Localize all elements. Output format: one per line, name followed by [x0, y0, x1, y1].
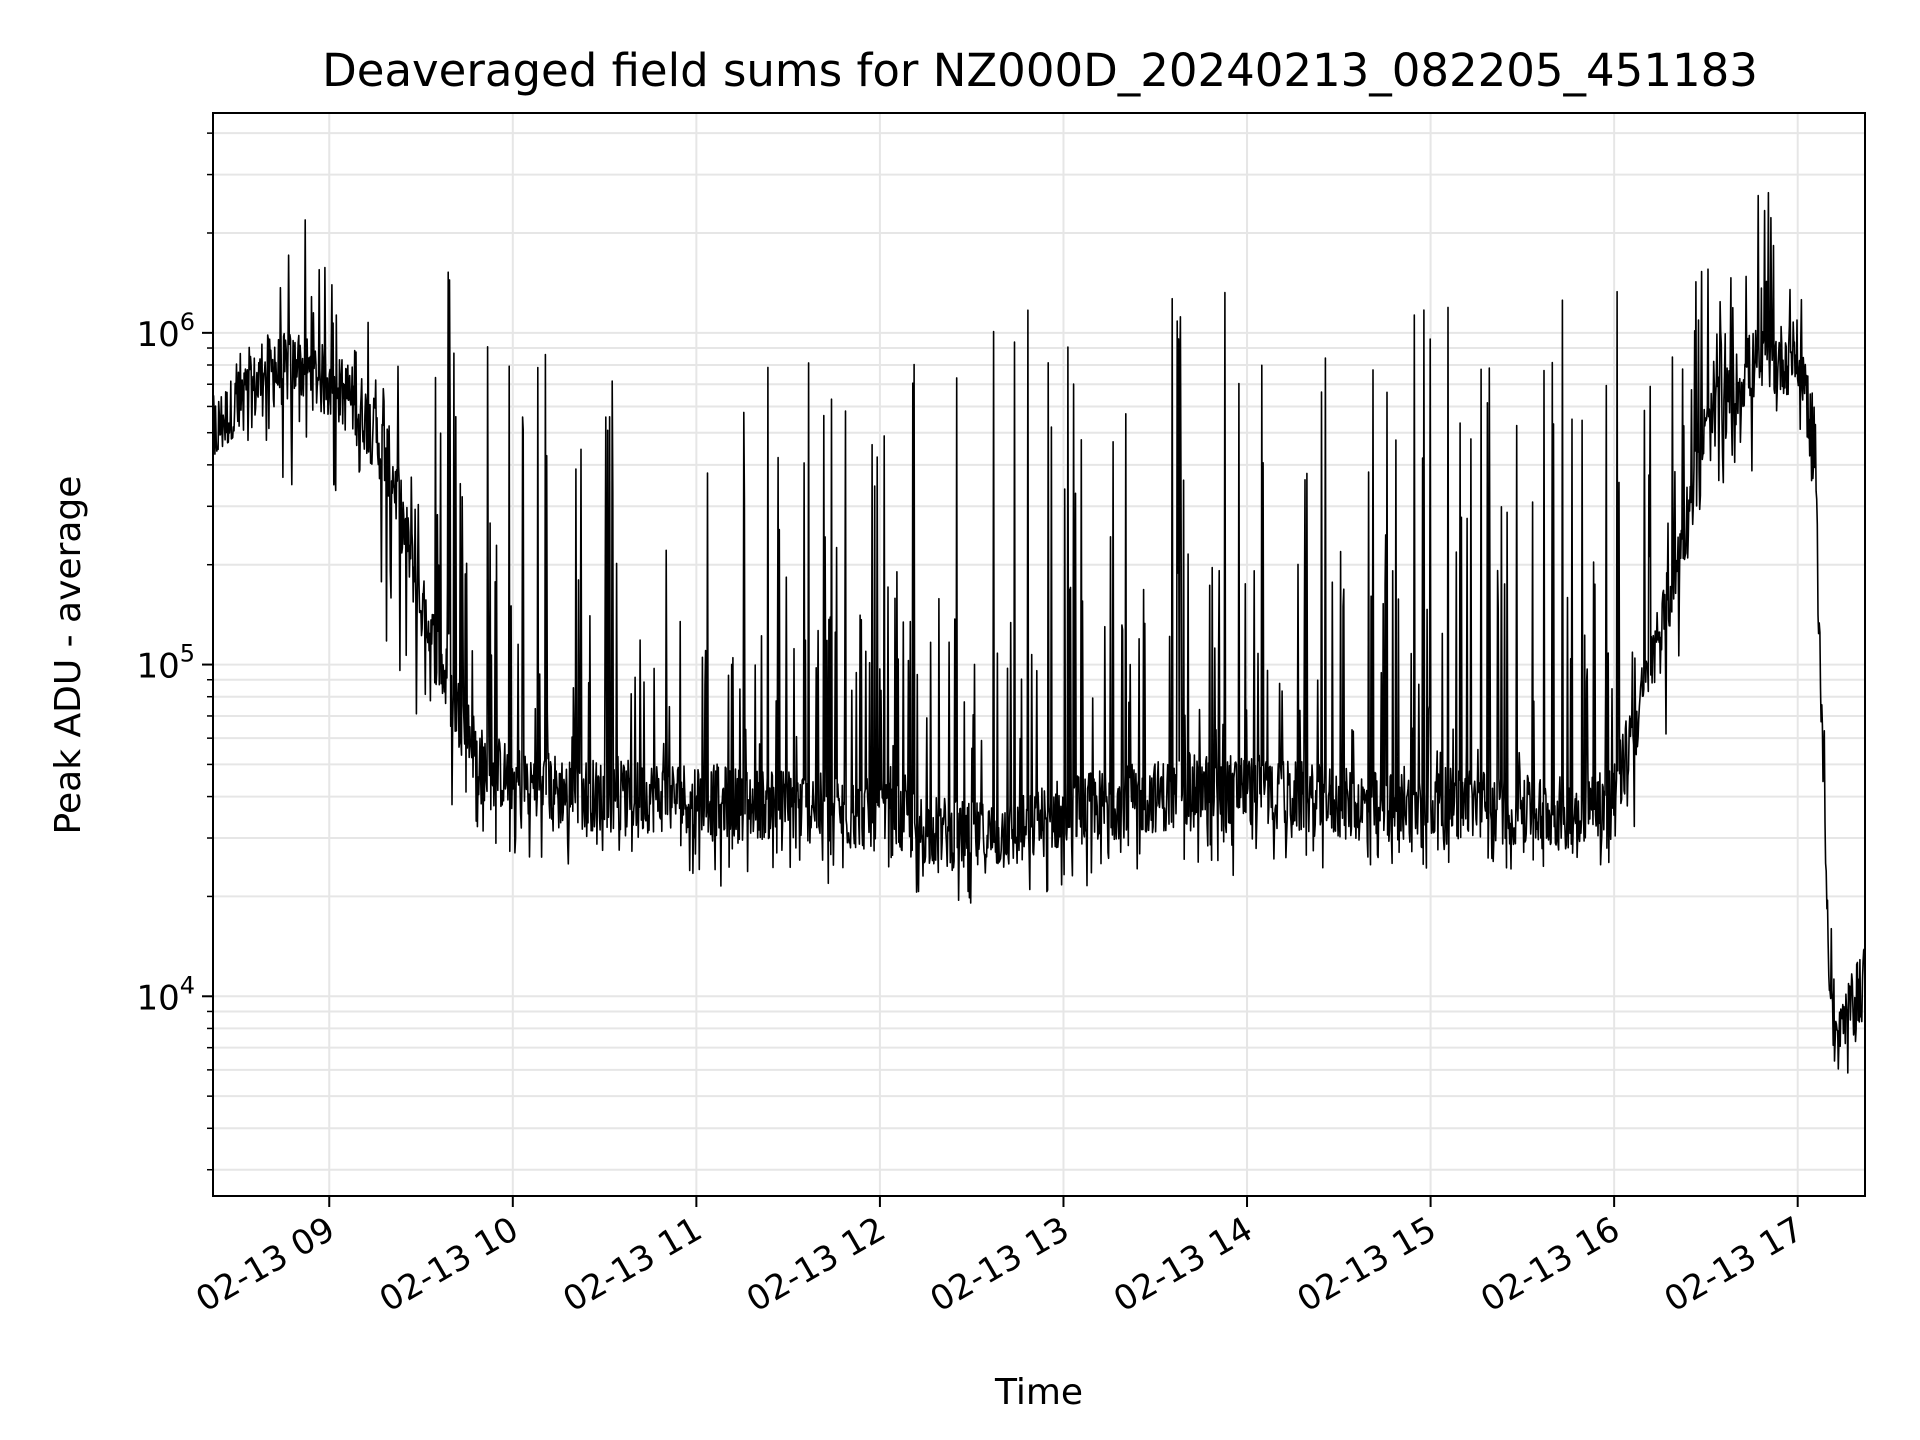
grid-lines — [213, 113, 1865, 1196]
x-tick-label: 02-13 09 — [189, 1209, 341, 1320]
y-tick-label: 104 — [136, 971, 195, 1018]
series-layer — [212, 191, 1866, 1074]
x-tick-label: 02-13 10 — [373, 1209, 525, 1320]
plot-frame — [212, 112, 1866, 1197]
x-tick-label: 02-13 13 — [924, 1209, 1076, 1320]
x-tick-label: 02-13 14 — [1107, 1209, 1259, 1320]
x-tick-label: 02-13 11 — [556, 1209, 708, 1320]
series-line — [212, 191, 1866, 1074]
x-tick-label: 02-13 17 — [1658, 1209, 1810, 1320]
x-axis: 02-13 09 02-13 10 02-13 11 02-13 12 02-13 13… — [189, 1196, 1810, 1320]
x-tick-label: 02-13 12 — [740, 1209, 892, 1320]
x-axis-title: Time — [994, 1372, 1083, 1413]
y-axis-title: Peak ADU - average — [48, 476, 89, 835]
y-axis: 104 105 106 — [136, 132, 213, 1171]
x-tick-label: 02-13 16 — [1474, 1209, 1626, 1320]
y-tick-label: 106 — [136, 308, 195, 355]
x-tick-label: 02-13 15 — [1291, 1209, 1443, 1320]
y-tick-label: 105 — [136, 640, 195, 687]
chart-title: Deaveraged field sums for NZ000D_2024021… — [322, 44, 1758, 97]
